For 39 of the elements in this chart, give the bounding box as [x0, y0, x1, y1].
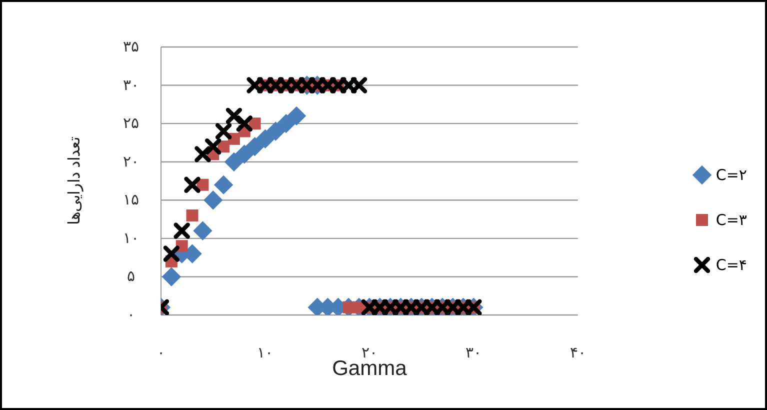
point — [276, 114, 296, 134]
point — [246, 77, 263, 94]
point — [245, 136, 264, 156]
legend-label: C=۴ — [716, 256, 747, 274]
point — [163, 246, 180, 262]
point — [226, 108, 242, 124]
point — [194, 146, 211, 162]
point — [205, 138, 222, 155]
point — [184, 176, 200, 193]
point — [350, 77, 368, 94]
point — [266, 122, 286, 141]
y-tick-label: ۲۰ — [123, 153, 139, 170]
point — [162, 267, 182, 286]
y-axis-title: تعداد دارایی‌ها — [66, 136, 84, 226]
y-tick-label: ۲۵ — [123, 115, 139, 132]
point — [193, 221, 212, 240]
y-tick-label: ۰ — [127, 306, 135, 324]
point — [215, 123, 232, 140]
point — [256, 129, 275, 148]
point — [224, 152, 244, 172]
legend-label: C=۳ — [716, 210, 747, 228]
point — [204, 190, 223, 210]
x-tick-label: ۰ — [157, 344, 165, 362]
point — [214, 175, 234, 194]
x-tick-label: ۴۰ — [570, 344, 586, 362]
point — [286, 106, 306, 126]
point — [340, 77, 357, 94]
point — [236, 115, 252, 132]
y-tick-label: ۱۵ — [123, 192, 139, 209]
point — [174, 222, 190, 239]
y-tick-label: ۱۰ — [123, 230, 139, 247]
legend-label: C=۲ — [716, 166, 747, 184]
point — [186, 209, 198, 222]
y-tick-label: ۳۵ — [123, 38, 139, 56]
y-tick-label: ۳۰ — [123, 76, 139, 94]
x-tick-label: ۱۰ — [257, 344, 274, 362]
point — [234, 144, 254, 164]
x-tick-label: ۳۰ — [466, 344, 482, 362]
y-tick-label: ۵ — [127, 268, 135, 286]
